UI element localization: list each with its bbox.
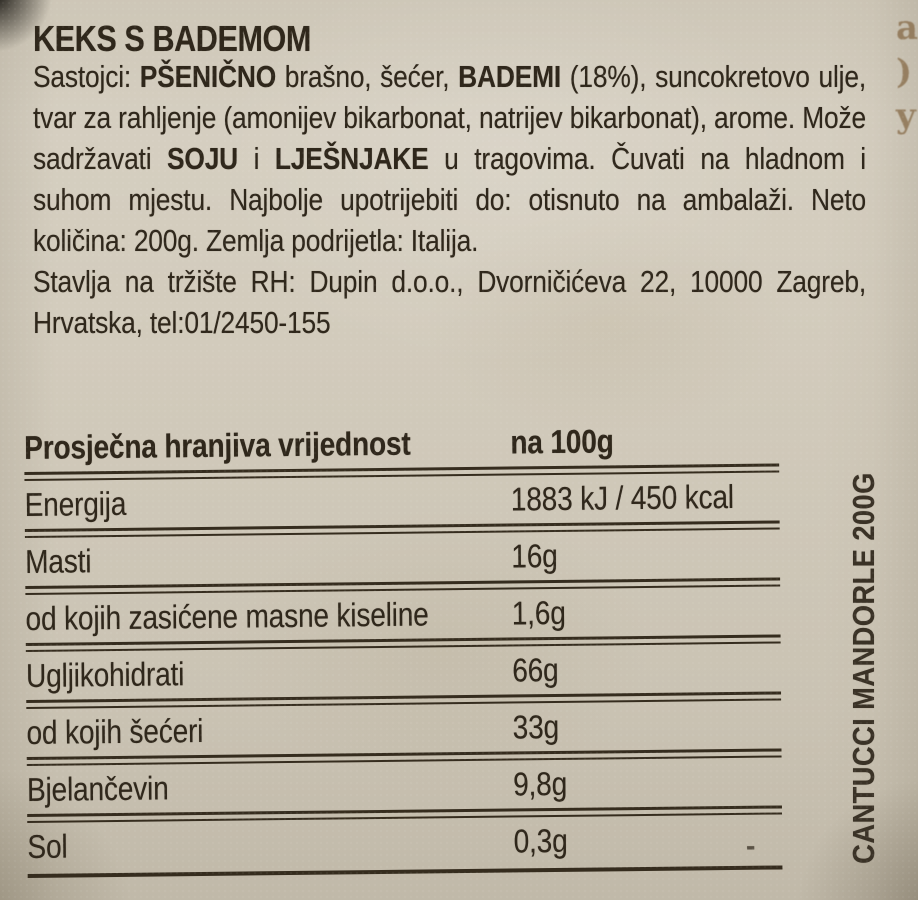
- nutrient-value: 33g: [512, 707, 560, 746]
- nutrient-value: 66g: [512, 650, 559, 689]
- nutrition-table: Prosječna hranjiva vrijednost na 100g En…: [24, 415, 783, 878]
- edge-glyph: ): [896, 52, 913, 92]
- side-text-label: CANTUCCI MANDORLE 200G: [846, 472, 881, 864]
- nutrition-header-per: na 100g: [510, 422, 614, 461]
- table-row: Energija 1883 kJ / 450 kcal: [24, 472, 779, 529]
- ingredient-segment: (18%), suncokretovo ulje, tvar za rahlje…: [33, 59, 866, 176]
- nutrient-label: Energija: [24, 484, 127, 523]
- ingredient-allergen: BADEMI: [458, 59, 562, 94]
- ingredient-segment: Sastojci:: [33, 59, 140, 94]
- ingredients-block: Sastojci: PŠENIČNO brašno, šećer, BADEMI…: [33, 56, 866, 343]
- ingredient-allergen: LJEŠNJAKE: [274, 141, 429, 176]
- ingredient-segment: i: [238, 141, 275, 176]
- ingredient-allergen: SOJU: [166, 141, 239, 176]
- table-row: od kojih šećeri 33g: [26, 700, 781, 757]
- nutrient-value: 9,8g: [513, 764, 568, 803]
- distributor-text: Stavlja na tržište RH: Dupin d.o.o., Dvo…: [33, 264, 866, 340]
- nutrient-label: Bjelančevin: [26, 769, 169, 808]
- product-title: KEKS S BADEMOM: [33, 18, 311, 59]
- ingredient-allergen: PŠENIČNO: [139, 59, 277, 94]
- table-row: Masti 16g: [25, 529, 780, 586]
- nutrition-header-row: Prosječna hranjiva vrijednost na 100g: [24, 415, 779, 472]
- nutrient-value: 1883 kJ / 450 kcal: [510, 477, 735, 518]
- nutrient-value: 0,3g: [513, 821, 568, 860]
- side-vertical-text: CANTUCCI MANDORLE 200G: [840, 442, 888, 894]
- table-row: Sol 0,3g: [27, 814, 782, 871]
- nutrient-value: 1,6g: [511, 593, 566, 632]
- ingredients-text: Sastojci: PŠENIČNO brašno, šećer, BADEMI…: [33, 56, 866, 261]
- table-row: Bjelančevin 9,8g: [27, 757, 782, 814]
- ingredient-segment: u tragovima. Čuvati na hladnom i suhom m…: [33, 141, 866, 258]
- nutrient-label: od kojih zasićene masne kiseline: [25, 595, 429, 637]
- nutrition-rows: Energija 1883 kJ / 450 kcal Masti 16g od koj…: [24, 463, 783, 871]
- table-row: Ugljikohidrati 66g: [26, 643, 781, 700]
- edge-glyph: a: [896, 8, 918, 48]
- nutrition-header-label: Prosječna hranjiva vrijednost: [24, 424, 411, 466]
- nutrient-label: Masti: [24, 542, 92, 580]
- ingredient-segment: brašno, šećer,: [276, 59, 459, 94]
- nutrient-value: 16g: [511, 536, 558, 575]
- nutrient-label: Sol: [27, 827, 68, 865]
- stray-dash-mark: -: [746, 830, 756, 861]
- edge-glyph: y: [896, 96, 916, 136]
- nutrient-label: Ugljikohidrati: [25, 655, 185, 694]
- nutrient-label: od kojih šećeri: [26, 711, 204, 751]
- table-row: od kojih zasićene masne kiseline 1,6g: [25, 586, 780, 643]
